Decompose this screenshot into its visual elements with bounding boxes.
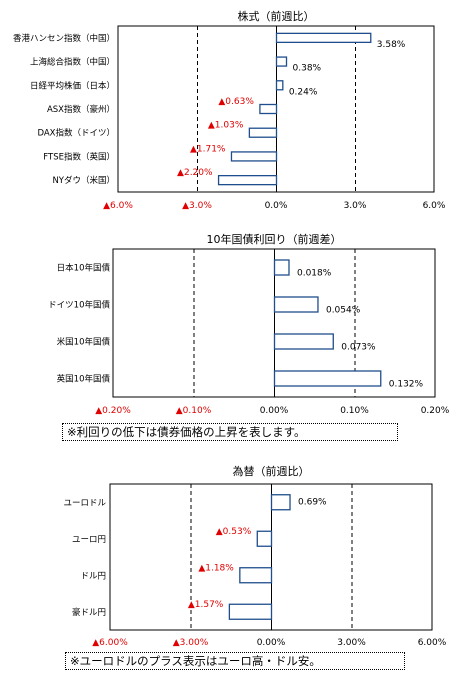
stock-data-label: ▲0.63% xyxy=(218,97,254,107)
fx-category-label: 豪ドル円 xyxy=(72,607,106,618)
stock-tick-label: 3.0% xyxy=(344,201,367,211)
yield-category-label: 米国10年国債 xyxy=(57,337,111,348)
fx-tick-label: ▲3.00% xyxy=(173,638,209,648)
yield-tick-label: 0.10% xyxy=(340,406,369,416)
stock-bar xyxy=(275,80,284,91)
stock-chart: 株式（前週比） ▲6.0% ▲3.0% 0.0% 3.0% 6.0% 香港ハンセン指数（中国… xyxy=(13,9,446,211)
fx-chart-title: 為替（前週比） xyxy=(233,464,310,478)
fx-tick-label: 6.00% xyxy=(418,638,447,648)
yield-tick-label: ▲0.10% xyxy=(176,406,212,416)
yield-category-label: ドイツ10年国債 xyxy=(48,300,110,311)
yield-data-label: 0.132% xyxy=(389,380,424,390)
fx-data-label: 0.69% xyxy=(298,497,327,507)
yield-data-label: 0.054% xyxy=(326,306,361,316)
fx-category-label: ユーロ円 xyxy=(72,535,106,545)
stock-category-label: FTSE指数（英国） xyxy=(43,151,115,162)
yield-chart: 10年国債利回り（前週差） ▲0.20% ▲0.10% 0.00% 0.10% 0.20%… xyxy=(48,232,450,416)
yield-bar xyxy=(273,259,290,276)
fx-bar xyxy=(239,567,273,584)
yield-tick-label: 0.20% xyxy=(421,406,450,416)
fx-tick-label: 0.00% xyxy=(257,638,286,648)
stock-category-label: 上海総合指数（中国） xyxy=(30,57,115,68)
stock-bar xyxy=(217,174,278,186)
stock-tick-label: ▲6.0% xyxy=(103,201,133,211)
stock-category-label: DAX指数（ドイツ） xyxy=(37,128,115,139)
fx-category-label: ユーロドル xyxy=(63,498,106,508)
stock-bar xyxy=(248,127,278,138)
stock-bar xyxy=(259,103,278,115)
yield-tick-label: 0.00% xyxy=(260,406,289,416)
fx-tick-label: ▲6.00% xyxy=(92,638,128,648)
stock-data-label: 0.24% xyxy=(289,87,318,97)
stock-bar xyxy=(275,56,288,67)
fx-bar xyxy=(228,603,273,620)
yield-category-label: 日本10年国債 xyxy=(57,263,111,274)
stock-tick-label: 6.0% xyxy=(423,201,446,211)
fx-bar xyxy=(270,494,291,511)
stock-bar xyxy=(230,151,278,162)
stock-data-label: 3.58% xyxy=(377,40,406,50)
fx-data-label: ▲0.53% xyxy=(216,527,252,537)
yield-chart-title: 10年国債利回り（前週差） xyxy=(207,232,342,246)
fx-data-label: ▲1.57% xyxy=(188,600,224,610)
stock-category-label: NYダウ（米国） xyxy=(52,175,115,186)
stock-chart-title: 株式（前週比） xyxy=(238,9,315,23)
yield-bar xyxy=(273,296,319,313)
yield-data-label: 0.073% xyxy=(341,343,376,353)
stock-bar xyxy=(275,32,372,44)
yield-data-label: 0.018% xyxy=(297,269,332,279)
fx-chart: 為替（前週比） ▲6.00% ▲3.00% 0.00% 3.00% 6.00% ユーロドル 0… xyxy=(63,464,446,648)
stock-category-label: ASX指数（豪州） xyxy=(47,104,115,115)
yield-tick-label: ▲0.20% xyxy=(95,406,131,416)
yield-bar xyxy=(273,370,382,387)
fx-bar xyxy=(256,530,273,547)
yield-bar xyxy=(273,333,334,350)
stock-data-label: ▲1.71% xyxy=(190,144,226,154)
fx-note: ※ユーロドルのプラス表示はユーロ高・ドル安。 xyxy=(65,652,405,670)
stock-data-label: ▲2.20% xyxy=(177,168,213,178)
yield-note: ※利回りの低下は債券価格の上昇を表します。 xyxy=(62,423,398,441)
yield-category-label: 英国10年国債 xyxy=(57,374,111,385)
stock-data-label: ▲1.03% xyxy=(208,121,244,131)
fx-category-label: ドル円 xyxy=(80,571,106,581)
stock-tick-label: ▲3.0% xyxy=(182,201,212,211)
stock-category-label: 香港ハンセン指数（中国） xyxy=(13,33,115,44)
stock-category-label: 日経平均株価（日本） xyxy=(30,80,115,91)
stock-data-label: 0.38% xyxy=(293,64,322,74)
fx-data-label: ▲1.18% xyxy=(198,563,234,573)
stock-tick-label: 0.0% xyxy=(265,201,288,211)
fx-tick-label: 3.00% xyxy=(337,638,366,648)
